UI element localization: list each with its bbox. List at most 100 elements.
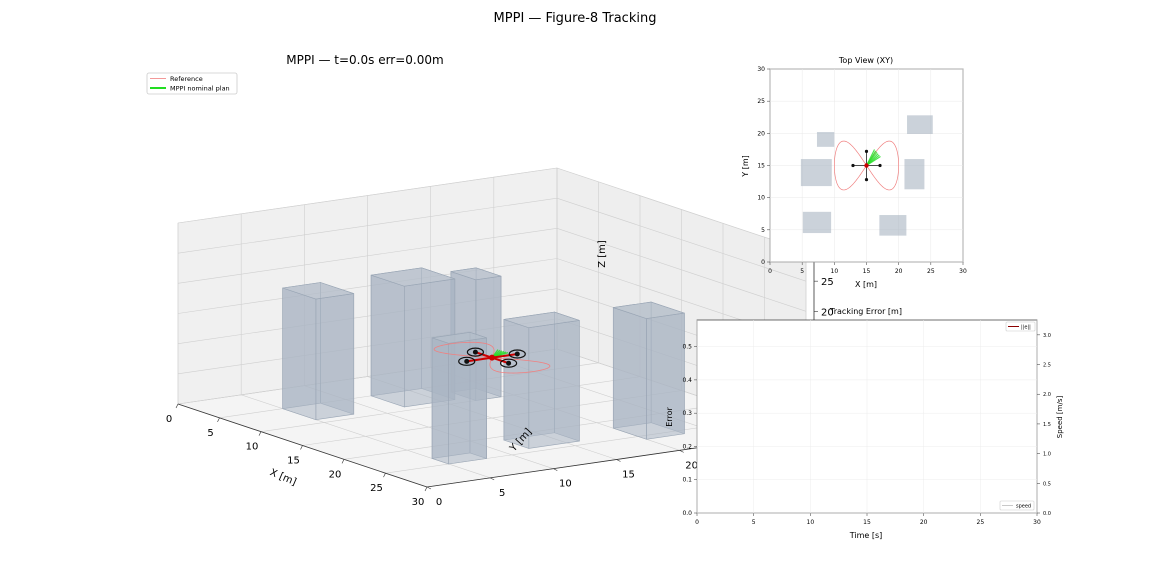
top-y-tick-label: 25: [757, 98, 765, 105]
obstacle-face: [315, 293, 355, 421]
top-x-tick-label: 5: [800, 268, 804, 275]
legend-nominal-plan-label: MPPI nominal plan: [170, 85, 230, 93]
top-obstacle: [800, 159, 832, 187]
speed-y-tick-label: 2.5: [1043, 363, 1051, 369]
drone-rotor-hub: [514, 351, 520, 357]
top-y-tick-label: 0: [761, 259, 765, 266]
speed-legend-box: [999, 500, 1035, 511]
drone-rotor-hub: [472, 349, 478, 355]
drone-rotor-hub: [464, 358, 470, 364]
x-tick-label: 25: [370, 483, 383, 494]
top-y-tick-label: 20: [757, 130, 765, 137]
obstacle-face: [528, 320, 580, 449]
x-tick-label: 10: [246, 442, 259, 453]
obstacle-face: [612, 307, 647, 440]
grid-z-line: [177, 167, 807, 252]
plot-3d-panel[interactable]: MPPI — t=0.0s err=0.00m 0 5 10 15 20 25 30 0 5 10…: [146, 53, 834, 508]
y-tick-mark: [553, 468, 558, 471]
drone-arm: [491, 353, 518, 359]
error-legend: ||e||: [1005, 321, 1036, 332]
x-tick-mark: [424, 486, 428, 492]
top-view-xlabel: X [m]: [855, 280, 877, 289]
drone-arm: [466, 356, 493, 363]
error-y-tick-label: 0.0: [682, 510, 692, 517]
top-nominal-plan-line: [866, 155, 881, 167]
top-view-title: Top View (XY): [838, 56, 893, 65]
plot-3d-body: 051015202530051015202530051015202530: [166, 167, 834, 508]
top-x-tick-label: 0: [768, 268, 772, 275]
drone-rotor: [466, 347, 484, 357]
tracking-error-ylabel: Error: [665, 407, 674, 427]
error-y-tick-label: 0.5: [682, 344, 692, 351]
speed-legend-label: speed: [1016, 504, 1031, 510]
tracking-error-panel[interactable]: Tracking Error [m] 0 5 10 15 20 25 300.00.10.2…: [665, 307, 1064, 540]
y-tick-label: 10: [559, 479, 572, 490]
speed-y-tick-label: 1.5: [1043, 422, 1051, 428]
x-tick-mark: [341, 459, 345, 464]
top-x-tick-label: 20: [895, 268, 903, 275]
speed-y-tick-label: 0.0: [1043, 511, 1051, 517]
error-y-tick-label: 0.2: [682, 443, 692, 450]
drone-center: [489, 354, 495, 361]
obstacle-face: [371, 267, 455, 287]
z-tick-label: 20: [821, 307, 834, 318]
top-view-body: 0 5 10 15 20 25 30 0 5 10 15 20 25 30: [757, 66, 967, 275]
grid-z-line: [177, 228, 807, 312]
top-rotor-point: [878, 163, 882, 168]
error-y-tick-label: 0.1: [682, 477, 692, 484]
top-y-tick-label: 10: [757, 195, 765, 202]
y-tick-label: 0: [436, 497, 442, 508]
z-tick-label: 25: [821, 277, 834, 288]
obstacle-face: [450, 267, 502, 281]
plot-3d-zlabel: Z [m]: [597, 240, 608, 268]
y-tick-label: 15: [622, 470, 635, 481]
error-x-tick-label: 10: [807, 519, 815, 526]
y-tick-mark: [490, 477, 495, 481]
error-x-tick-label: 20: [920, 519, 928, 526]
obstacle-face: [370, 274, 405, 408]
obstacle-face: [503, 311, 580, 329]
top-x-tick-label: 15: [863, 268, 871, 275]
y-tick-mark: [679, 450, 684, 453]
drone-rotor-hub: [506, 360, 512, 366]
x-tick-label: 5: [207, 428, 213, 439]
plot-3d-title: MPPI — t=0.0s err=0.00m: [286, 53, 443, 67]
obstacle-face: [282, 287, 317, 421]
legend-box: [146, 72, 238, 95]
speed-y-tick-label: 1.0: [1043, 452, 1051, 458]
top-view-panel[interactable]: Top View (XY) 0 5 10 15 20 25 30 0 5 10 15 20 25 30 X…: [741, 56, 967, 289]
x-tick-mark: [383, 473, 386, 478]
drone-rotor: [508, 349, 526, 359]
top-view-ylabel: Y [m]: [741, 155, 750, 177]
y-tick-mark: [616, 459, 621, 462]
speed-y-tick-label: 2.0: [1043, 392, 1051, 398]
obstacle-face: [431, 337, 449, 465]
speed-y-tick-label: 3.0: [1043, 333, 1051, 339]
drone-rotor: [500, 358, 518, 368]
error-x-tick-label: 25: [977, 519, 985, 526]
top-y-tick-label: 30: [757, 66, 765, 73]
top-obstacle: [904, 159, 925, 190]
top-drone-center: [864, 163, 869, 168]
error-legend-box: [1005, 321, 1036, 332]
tracking-error-xlabel: Time [s]: [849, 531, 883, 540]
error-x-tick-label: 15: [863, 519, 871, 526]
legend-reference-label: Reference: [170, 75, 203, 83]
top-y-tick-label: 15: [757, 163, 765, 170]
y-tick-label: 5: [499, 488, 505, 499]
error-legend-label: ||e||: [1021, 325, 1031, 331]
x-tick-mark: [217, 417, 220, 422]
top-obstacle: [879, 215, 907, 236]
top-obstacle: [816, 132, 835, 147]
tracking-error-y2label: Speed [m/s]: [1056, 396, 1064, 439]
grid-z-line: [177, 197, 807, 282]
top-obstacle: [802, 211, 832, 234]
x-tick-mark: [258, 431, 262, 436]
y-tick-mark: [426, 486, 432, 490]
plot-3d-xlabel: X [m]: [268, 467, 298, 488]
x-tick-mark: [300, 445, 303, 450]
obstacle-face: [613, 301, 685, 319]
top-y-tick-label: 5: [761, 227, 765, 234]
top-rotor-point: [851, 163, 855, 168]
